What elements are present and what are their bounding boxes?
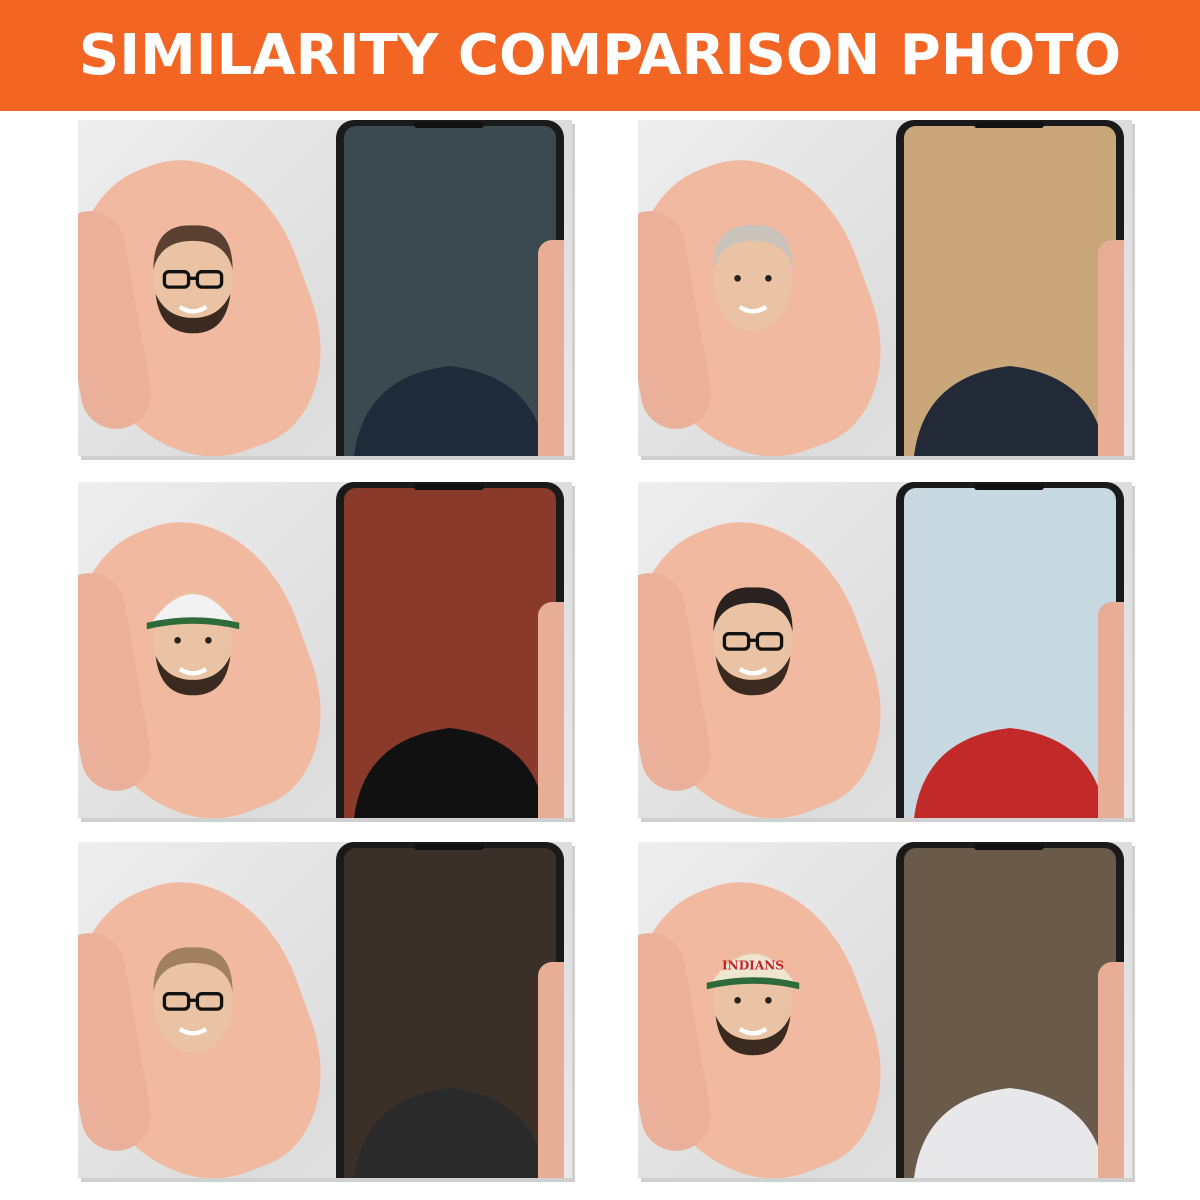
custom-figurine-head (138, 200, 248, 350)
phone-notch (414, 844, 484, 850)
comparison-panel (638, 120, 1132, 456)
cap-text: INDIANS (722, 959, 784, 973)
phone-notch (974, 122, 1044, 128)
phone-with-photo (336, 482, 564, 818)
reference-photo (344, 126, 556, 456)
phone-with-photo (336, 842, 564, 1178)
page-title: SIMILARITY COMPARISON PHOTO (78, 23, 1122, 88)
finger-image (538, 240, 564, 456)
custom-figurine-head (138, 922, 248, 1072)
custom-figurine-head (698, 200, 808, 350)
phone-with-photo (336, 120, 564, 456)
custom-figurine-head (138, 562, 248, 712)
reference-photo (344, 488, 556, 818)
finger-image (1098, 240, 1124, 456)
reference-photo (904, 488, 1116, 818)
comparison-panel: INDIANS INDIANS (638, 842, 1132, 1178)
phone-notch (414, 484, 484, 490)
comparison-panel (78, 120, 572, 456)
reference-photo: INDIANS (904, 848, 1116, 1178)
reference-photo (344, 848, 556, 1178)
phone-notch (974, 844, 1044, 850)
custom-figurine-head (698, 562, 808, 712)
phone-notch (974, 484, 1044, 490)
phone-with-photo: INDIANS (896, 842, 1124, 1178)
reference-photo (904, 126, 1116, 456)
finger-image (1098, 602, 1124, 818)
comparison-panel (78, 482, 572, 818)
phone-with-photo (896, 482, 1124, 818)
title-banner: SIMILARITY COMPARISON PHOTO (0, 0, 1200, 111)
comparison-panel (638, 482, 1132, 818)
finger-image (538, 962, 564, 1178)
comparison-panel (78, 842, 572, 1178)
custom-figurine-head: INDIANS (698, 922, 808, 1072)
finger-image (1098, 962, 1124, 1178)
phone-with-photo (896, 120, 1124, 456)
finger-image (538, 602, 564, 818)
phone-notch (414, 122, 484, 128)
